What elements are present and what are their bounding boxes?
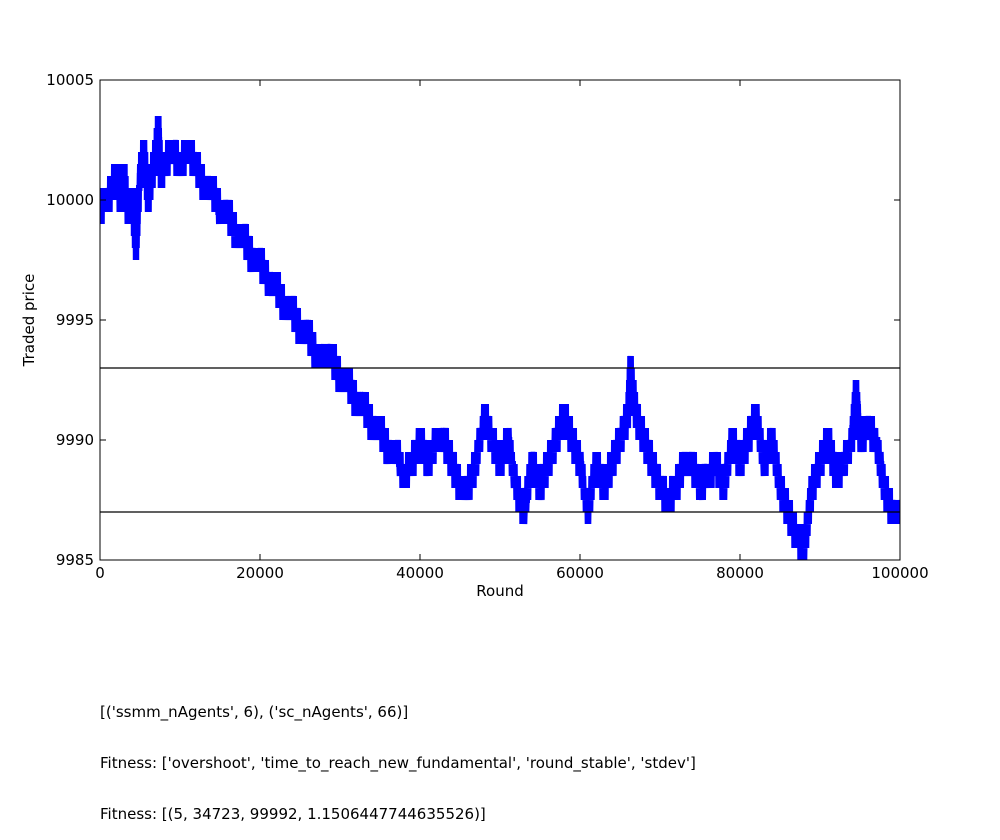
ticks: 0 20000 40000 60000 80000 100000 9985 9990 9995 1… bbox=[46, 71, 928, 582]
y-tick-label: 10000 bbox=[46, 191, 94, 209]
y-tick-label: 10005 bbox=[46, 71, 94, 89]
series-layer bbox=[100, 115, 900, 560]
caption-line-fitness-values: Fitness: [(5, 34723, 99992, 1.1506447744… bbox=[100, 805, 486, 823]
x-tick-label: 20000 bbox=[236, 564, 284, 582]
x-tick-label: 60000 bbox=[556, 564, 604, 582]
fitness-caption: [('ssmm_nAgents', 6), ('sc_nAgents', 66)… bbox=[100, 670, 696, 840]
caption-line-fitness-names: Fitness: ['overshoot', 'time_to_reach_ne… bbox=[100, 754, 696, 772]
y-tick-label: 9990 bbox=[56, 431, 94, 449]
y-axis-label: Traded price bbox=[20, 274, 38, 368]
x-tick-label: 0 bbox=[95, 564, 105, 582]
reference-lines bbox=[100, 367, 900, 513]
caption-line-params: [('ssmm_nAgents', 6), ('sc_nAgents', 66)… bbox=[100, 703, 409, 721]
x-axis-label: Round bbox=[476, 582, 523, 600]
x-tick-label: 40000 bbox=[396, 564, 444, 582]
series-line-0 bbox=[100, 115, 900, 560]
y-tick-label: 9985 bbox=[56, 551, 94, 569]
chart: 0 20000 40000 60000 80000 100000 9985 9990 9995 1… bbox=[20, 71, 929, 600]
x-tick-label: 100000 bbox=[871, 564, 928, 582]
y-tick-label: 9995 bbox=[56, 311, 94, 329]
x-tick-label: 80000 bbox=[716, 564, 764, 582]
